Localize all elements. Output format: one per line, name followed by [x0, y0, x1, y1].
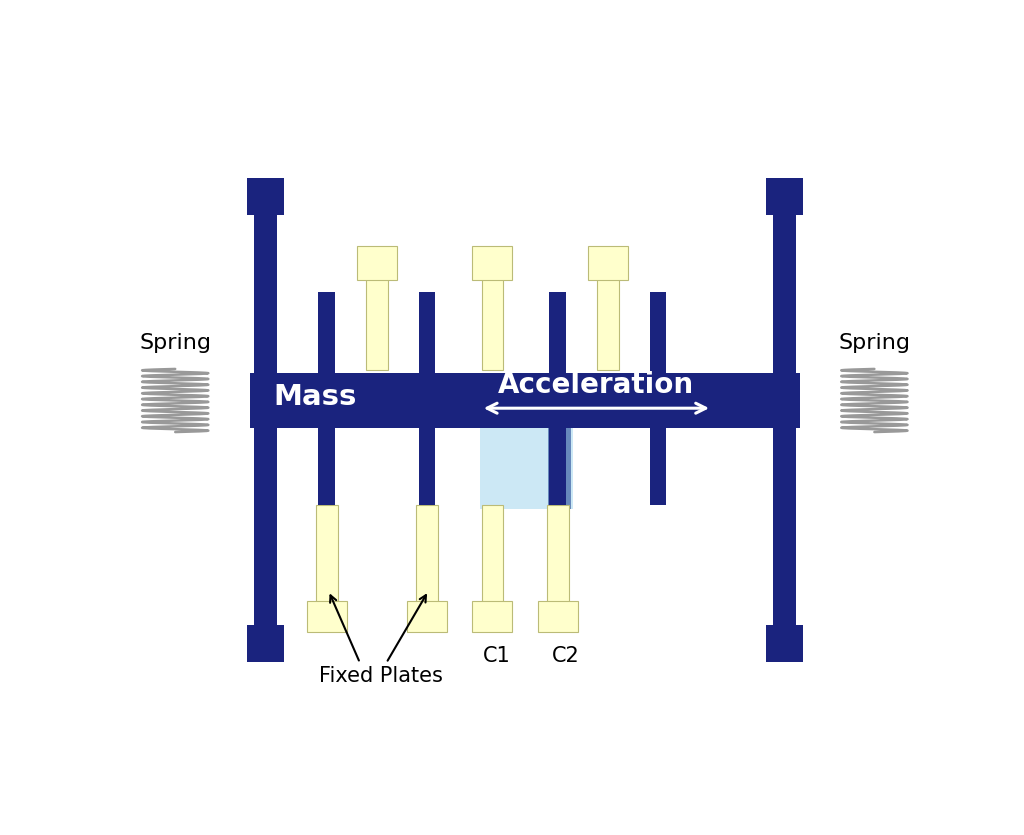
- Bar: [481, 270, 503, 370]
- Bar: [250, 372, 800, 428]
- Bar: [247, 178, 284, 215]
- Bar: [481, 505, 503, 617]
- Bar: [407, 601, 447, 632]
- Text: Spring: Spring: [839, 333, 910, 352]
- Bar: [416, 505, 438, 617]
- Bar: [649, 292, 667, 372]
- Bar: [472, 245, 512, 280]
- Bar: [357, 245, 397, 280]
- Bar: [307, 601, 347, 632]
- Bar: [480, 428, 572, 509]
- Bar: [649, 428, 667, 505]
- Text: Fixed Plates: Fixed Plates: [318, 666, 442, 686]
- Bar: [550, 428, 566, 505]
- Bar: [766, 178, 803, 215]
- Text: Spring: Spring: [139, 333, 211, 352]
- Bar: [419, 428, 435, 505]
- Bar: [550, 428, 566, 505]
- Bar: [419, 292, 435, 372]
- Bar: [588, 245, 628, 280]
- Bar: [367, 270, 388, 370]
- Bar: [318, 292, 336, 372]
- Text: C1: C1: [482, 646, 510, 666]
- Bar: [597, 270, 618, 370]
- Text: Mass: Mass: [273, 383, 357, 412]
- Text: Acceleration: Acceleration: [499, 371, 694, 399]
- Bar: [547, 505, 568, 617]
- Text: C2: C2: [552, 646, 580, 666]
- Bar: [254, 196, 276, 647]
- Bar: [316, 505, 338, 617]
- Bar: [538, 601, 578, 632]
- Bar: [773, 196, 796, 647]
- Bar: [550, 292, 566, 372]
- Bar: [472, 601, 512, 632]
- Bar: [318, 428, 336, 505]
- Bar: [766, 625, 803, 662]
- Bar: [548, 428, 571, 509]
- Bar: [247, 625, 284, 662]
